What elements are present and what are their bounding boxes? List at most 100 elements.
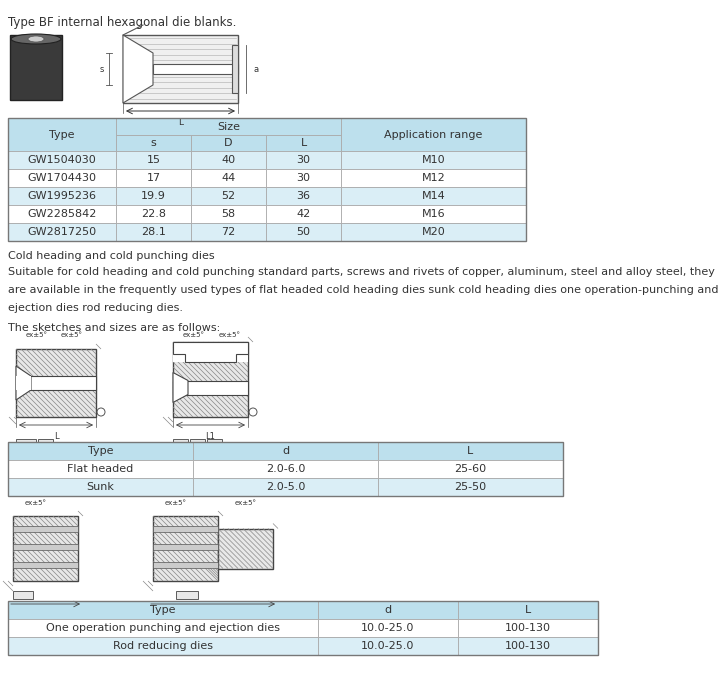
Bar xyxy=(378,442,563,460)
Polygon shape xyxy=(16,366,31,400)
Bar xyxy=(116,187,191,205)
Bar xyxy=(341,205,526,223)
Text: L: L xyxy=(54,432,58,441)
Bar xyxy=(8,637,318,655)
Bar xyxy=(116,223,191,241)
Bar xyxy=(266,223,341,241)
Text: The sketches and sizes are as follows:: The sketches and sizes are as follows: xyxy=(8,323,221,333)
Text: Type: Type xyxy=(88,446,114,456)
Bar xyxy=(16,376,96,390)
Bar xyxy=(16,349,96,417)
Text: 44: 44 xyxy=(221,173,236,183)
Ellipse shape xyxy=(11,34,61,44)
Bar xyxy=(193,442,378,460)
Bar xyxy=(458,619,598,637)
Text: 25-50: 25-50 xyxy=(454,482,486,492)
Bar xyxy=(16,439,36,447)
Text: s: s xyxy=(151,138,157,148)
Text: ex±5°: ex±5° xyxy=(26,332,48,338)
Text: s: s xyxy=(100,65,104,73)
Bar xyxy=(123,35,238,103)
Text: ex±5°: ex±5° xyxy=(165,500,186,506)
Bar xyxy=(13,562,78,568)
Bar xyxy=(173,342,248,362)
Bar xyxy=(266,187,341,205)
Text: 10.0-25.0: 10.0-25.0 xyxy=(361,641,415,651)
Text: Type: Type xyxy=(150,605,175,615)
Text: L: L xyxy=(525,605,531,615)
Text: d: d xyxy=(282,446,289,456)
Text: 22.8: 22.8 xyxy=(141,209,166,219)
Bar xyxy=(378,460,563,478)
Bar xyxy=(8,478,193,496)
Polygon shape xyxy=(173,373,188,403)
Text: GW2285842: GW2285842 xyxy=(28,209,97,219)
Bar xyxy=(153,562,218,568)
Bar xyxy=(13,591,33,599)
Text: 25-60: 25-60 xyxy=(454,464,486,474)
Bar xyxy=(266,151,341,169)
Bar xyxy=(266,205,341,223)
Bar xyxy=(266,135,341,151)
Bar xyxy=(191,223,266,241)
Bar xyxy=(191,187,266,205)
Text: Rod reducing dies: Rod reducing dies xyxy=(113,641,213,651)
Bar xyxy=(116,118,341,135)
Bar xyxy=(116,151,191,169)
Text: GW1995236: GW1995236 xyxy=(28,191,97,201)
Bar xyxy=(207,439,222,447)
Text: 19.9: 19.9 xyxy=(141,191,166,201)
Text: 28.1: 28.1 xyxy=(141,227,166,237)
Bar xyxy=(318,619,458,637)
Bar xyxy=(8,205,116,223)
Polygon shape xyxy=(173,342,248,362)
Bar xyxy=(341,151,526,169)
Bar xyxy=(458,601,598,619)
Bar xyxy=(191,205,266,223)
Text: ex±5°: ex±5° xyxy=(25,500,47,506)
Text: 72: 72 xyxy=(221,227,236,237)
Bar xyxy=(218,528,273,568)
Text: 42: 42 xyxy=(296,209,311,219)
Bar xyxy=(173,342,248,417)
Bar xyxy=(232,45,238,93)
Text: 40: 40 xyxy=(221,155,236,165)
Text: a: a xyxy=(253,65,258,73)
Text: Type BF internal hexagonal die blanks.: Type BF internal hexagonal die blanks. xyxy=(8,16,237,29)
Bar xyxy=(175,591,197,599)
Text: D: D xyxy=(224,138,233,148)
Text: 2.0-5.0: 2.0-5.0 xyxy=(266,482,305,492)
Bar xyxy=(10,35,62,100)
Text: 50: 50 xyxy=(296,227,311,237)
Text: M12: M12 xyxy=(422,173,446,183)
Text: Size: Size xyxy=(217,122,240,132)
Bar xyxy=(191,135,266,151)
Text: 10.0-25.0: 10.0-25.0 xyxy=(361,623,415,633)
Bar xyxy=(8,442,563,496)
Text: 30: 30 xyxy=(296,173,311,183)
Text: ejection dies rod reducing dies.: ejection dies rod reducing dies. xyxy=(8,303,183,313)
Text: M10: M10 xyxy=(422,155,446,165)
Bar xyxy=(153,544,218,550)
Bar xyxy=(8,187,116,205)
Bar xyxy=(8,619,318,637)
Text: 30: 30 xyxy=(296,155,311,165)
Bar xyxy=(8,169,116,187)
Text: M20: M20 xyxy=(422,227,446,237)
Bar xyxy=(153,516,218,581)
Text: Flat headed: Flat headed xyxy=(68,464,134,474)
Text: L: L xyxy=(301,138,306,148)
Text: Type: Type xyxy=(50,130,75,139)
Text: M14: M14 xyxy=(422,191,446,201)
Bar xyxy=(318,637,458,655)
Bar xyxy=(173,439,188,447)
Text: M16: M16 xyxy=(422,209,446,219)
Text: ex±5°: ex±5° xyxy=(218,332,240,338)
Bar xyxy=(8,118,526,241)
Text: ex±5°: ex±5° xyxy=(183,332,205,338)
Text: 52: 52 xyxy=(221,191,236,201)
Bar xyxy=(193,460,378,478)
Bar xyxy=(341,169,526,187)
Bar xyxy=(458,637,598,655)
Bar xyxy=(341,118,526,151)
